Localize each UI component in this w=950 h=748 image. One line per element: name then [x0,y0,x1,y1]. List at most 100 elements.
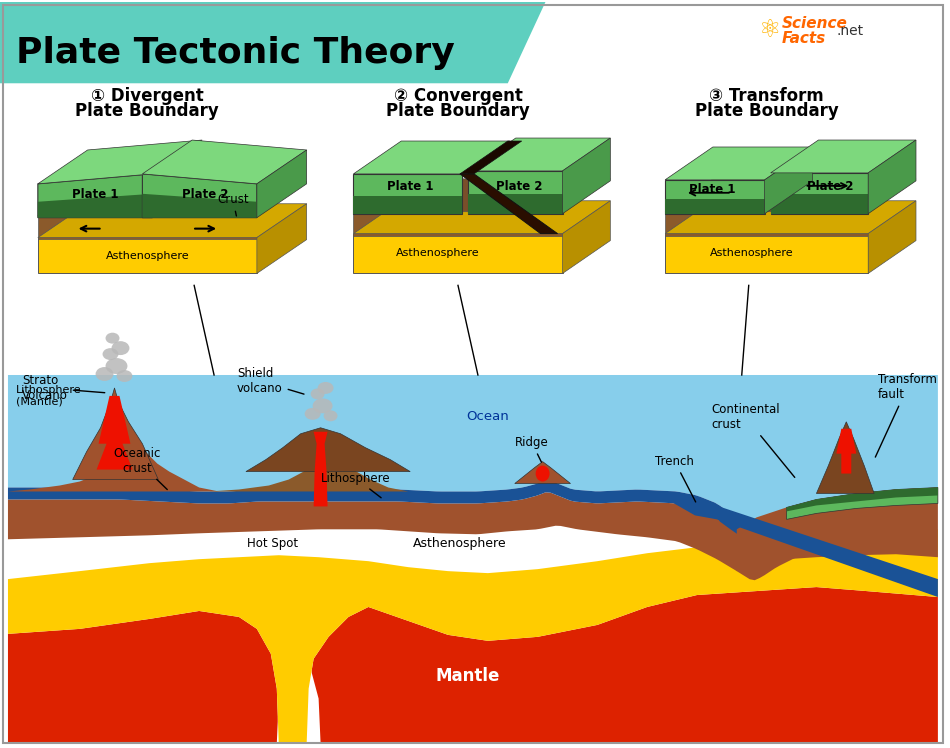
Text: Hot Spot: Hot Spot [247,537,298,551]
Polygon shape [38,203,307,238]
Text: Plate 2: Plate 2 [808,180,854,193]
Text: Transform
fault: Transform fault [875,373,937,457]
Polygon shape [38,174,152,218]
Text: Plate 1: Plate 1 [387,180,433,193]
Polygon shape [97,396,132,470]
Text: Ridge: Ridge [515,435,548,462]
Polygon shape [353,179,610,212]
Polygon shape [8,587,938,744]
Text: ⚛: ⚛ [759,17,781,41]
Text: Facts: Facts [782,31,826,46]
Polygon shape [770,140,916,173]
Text: Plate 1: Plate 1 [72,188,119,200]
Polygon shape [665,200,916,233]
Polygon shape [665,233,868,274]
Ellipse shape [317,382,333,394]
Text: ③ Transform: ③ Transform [710,88,824,105]
Ellipse shape [111,341,129,355]
Text: Plate Boundary: Plate Boundary [75,102,219,120]
Polygon shape [353,196,462,214]
Text: Plate Boundary: Plate Boundary [386,102,530,120]
Polygon shape [868,200,916,274]
Text: Continental
crust: Continental crust [711,402,795,477]
Polygon shape [460,174,558,233]
Polygon shape [8,444,239,491]
Text: Plate 1: Plate 1 [689,183,735,196]
Text: Shield
volcano: Shield volcano [237,367,304,395]
Text: Ocean: Ocean [466,410,509,423]
Polygon shape [665,212,868,236]
Polygon shape [38,140,202,184]
Text: Strato
Volcano: Strato Volcano [22,374,104,402]
Text: Asthenosphere: Asthenosphere [413,537,506,551]
Text: Trench: Trench [656,455,695,502]
Polygon shape [665,179,916,212]
Text: Asthenosphere: Asthenosphere [105,251,189,260]
Polygon shape [787,488,938,519]
Polygon shape [276,651,320,744]
Text: Plate 2: Plate 2 [181,188,228,200]
Text: Lithosphere
(Mantle): Lithosphere (Mantle) [16,385,82,407]
Text: Oceanic
crust: Oceanic crust [114,447,167,489]
Polygon shape [562,138,610,214]
Polygon shape [562,200,610,274]
Polygon shape [8,480,934,545]
Polygon shape [665,199,765,214]
Polygon shape [665,147,812,180]
Polygon shape [38,182,307,215]
Ellipse shape [117,370,132,382]
Ellipse shape [105,358,127,374]
Polygon shape [836,429,856,473]
Polygon shape [142,194,256,218]
Polygon shape [8,530,938,744]
Polygon shape [460,141,522,174]
Polygon shape [468,194,562,214]
Text: Asthenosphere: Asthenosphere [396,248,480,257]
Polygon shape [142,140,307,184]
Polygon shape [770,194,868,214]
Polygon shape [737,488,938,571]
Text: Asthenosphere: Asthenosphere [710,248,793,257]
Polygon shape [38,194,152,218]
Polygon shape [868,140,916,214]
Polygon shape [256,203,307,274]
Polygon shape [353,174,462,214]
Text: Mantle: Mantle [436,666,500,684]
Ellipse shape [305,408,320,420]
Polygon shape [38,238,256,274]
Polygon shape [765,147,812,214]
Polygon shape [667,497,938,597]
Text: Lithosphere: Lithosphere [320,471,390,497]
Ellipse shape [313,399,332,414]
Text: .net: .net [836,25,864,38]
Text: ② Convergent: ② Convergent [393,88,522,105]
Ellipse shape [105,333,120,343]
Text: Crust: Crust [217,193,249,216]
Polygon shape [0,1,545,83]
Text: ① Divergent: ① Divergent [91,88,203,105]
Polygon shape [142,174,256,218]
Polygon shape [209,447,428,491]
Text: Science: Science [782,16,847,31]
Ellipse shape [324,411,337,421]
Polygon shape [353,233,562,274]
Polygon shape [73,388,159,479]
Polygon shape [246,428,410,471]
Ellipse shape [96,367,113,381]
Polygon shape [353,200,610,233]
Polygon shape [8,375,938,528]
Polygon shape [314,432,328,506]
Polygon shape [468,138,610,171]
Polygon shape [256,150,307,218]
Polygon shape [816,422,874,494]
Polygon shape [770,173,868,214]
Ellipse shape [536,465,550,482]
Polygon shape [787,488,938,512]
Text: Plate 2: Plate 2 [497,180,543,193]
Polygon shape [665,180,765,214]
Polygon shape [353,141,510,174]
Ellipse shape [311,388,325,399]
Bar [8,375,938,744]
Ellipse shape [103,348,119,360]
Polygon shape [353,212,562,236]
